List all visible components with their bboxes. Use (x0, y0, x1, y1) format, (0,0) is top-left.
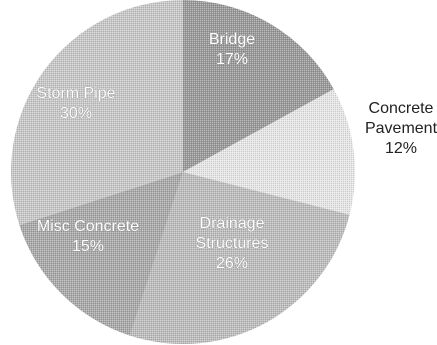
pie-labels: Bridge 17% Concrete Pavement 12% Drainage Stru… (36, 31, 437, 273)
pie-label-concrete-pavement: Concrete Pavement 12% (365, 100, 437, 157)
pie-slice-texture-misc-concrete (19, 172, 184, 336)
pie-label-bridge: Bridge 17% (209, 31, 255, 68)
pie-slice-texture-storm-pipe (11, 0, 184, 226)
pie-label-line: 17% (216, 51, 248, 68)
pie-label-line: Bridge (209, 31, 255, 48)
pie-slices (11, 0, 355, 344)
pie-slice-texture-bridge (183, 0, 334, 172)
pie-label-line: Structures (196, 235, 269, 252)
pie-label-line: Concrete (369, 100, 434, 117)
pie-label-line: 12% (385, 140, 417, 157)
pie-label-line: 15% (72, 238, 104, 255)
pie-label-storm-pipe: Storm Pipe 30% (36, 85, 115, 122)
pie-label-drainage-structures: Drainage Structures 26% (196, 215, 269, 272)
pie-label-line: Pavement (365, 120, 437, 137)
pie-label-line: Misc Concrete (37, 218, 139, 235)
pie-slice-texture-drainage-structures (129, 172, 350, 344)
pie-label-line: 30% (60, 105, 92, 122)
pie-label-misc-concrete: Misc Concrete 15% (37, 218, 139, 255)
pie-label-line: Drainage (200, 215, 265, 232)
pie-slice-texture-concrete-pavement (183, 89, 355, 215)
pie-label-line: 26% (216, 255, 248, 272)
pie-label-line: Storm Pipe (36, 85, 115, 102)
